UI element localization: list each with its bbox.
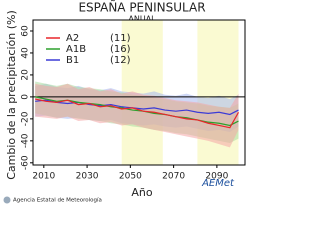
footer: Agencia Estatal de Meteorología: [13, 197, 102, 204]
legend-label: B1: [66, 55, 79, 66]
chart-title: ESPAÑA PENINSULAR: [78, 0, 205, 15]
logo: AEMet: [201, 178, 235, 189]
footer-icon: [3, 196, 11, 204]
x-tick-label: 2050: [119, 172, 142, 182]
band: [35, 83, 239, 148]
x-tick-label: 2010: [32, 172, 55, 182]
y-tick-label: 0: [21, 94, 31, 100]
plot-frame: [32, 19, 246, 166]
x-tick-label: 2090: [205, 172, 228, 182]
chart-subtitle: ANUAL: [128, 15, 156, 24]
x-tick-label: 2030: [76, 172, 99, 182]
legend-count: (16): [110, 44, 131, 55]
y-tick-label: 20: [21, 69, 31, 81]
legend-count: (11): [110, 33, 131, 44]
legend-label: A1B: [66, 44, 86, 55]
y-tick-label: -20: [21, 111, 31, 126]
y-axis-label: Cambio de la precipitación (%): [5, 10, 18, 180]
chart: ESPAÑA PENINSULAR ANUAL Cambio de la pre…: [3, 0, 246, 204]
series-line: [35, 99, 239, 116]
y-tick-label: 40: [21, 47, 31, 59]
x-tick-label: 2070: [162, 172, 185, 182]
y-tick-label: 60: [21, 25, 31, 37]
x-axis-label: Año: [131, 186, 152, 199]
page: {"chart_data": {"type": "line", "title":…: [3, 0, 246, 204]
legend-label: A2: [66, 33, 79, 44]
y-tick-label: -40: [21, 133, 31, 148]
legend-count: (12): [110, 55, 131, 66]
series-line: [35, 98, 240, 129]
y-tick-label: -60: [21, 155, 31, 170]
